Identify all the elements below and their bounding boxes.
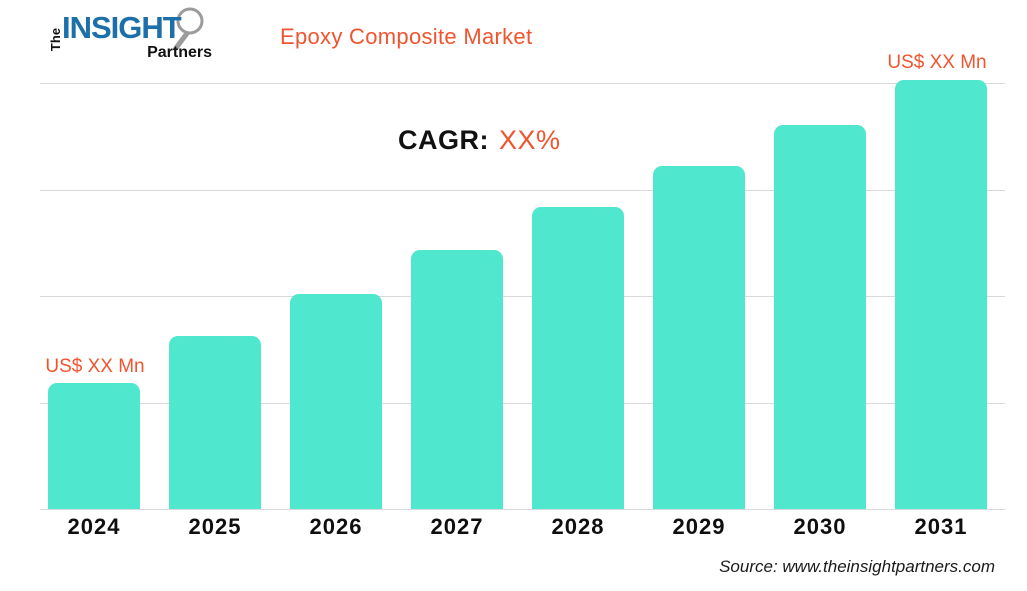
x-axis-label-2026: 2026	[309, 514, 363, 539]
bar-column-2029: 2029	[653, 80, 745, 539]
first-bar-value-label: US$ XX Mn	[45, 356, 145, 377]
bar-2028	[532, 207, 624, 509]
page-title: Epoxy Composite Market	[280, 24, 533, 49]
bar-column-2030: 2030	[774, 80, 866, 539]
bar-column-2027: 2027	[411, 80, 503, 539]
gridline	[40, 509, 1005, 510]
last-bar-value-label: US$ XX Mn	[887, 52, 987, 73]
logo-insight-text: INSIGHT	[62, 10, 182, 45]
cagr-value: XX%	[499, 125, 561, 155]
bar-2030	[774, 125, 866, 509]
logo-partners-text: Partners	[147, 44, 212, 61]
x-axis-label-2025: 2025	[188, 514, 242, 539]
bar-column-2024: 2024	[48, 80, 140, 539]
logo-the-text: The	[48, 27, 64, 52]
gridline	[40, 296, 1005, 297]
bar-column-2026: 2026	[290, 80, 382, 539]
bar-2025	[169, 336, 261, 509]
cagr-label: CAGR:	[398, 125, 489, 155]
gridline	[40, 83, 1005, 84]
bar-2031	[895, 80, 987, 509]
bar-column-2028: 2028	[532, 80, 624, 539]
x-axis-label-2027: 2027	[430, 514, 484, 539]
magnifier-icon	[173, 7, 204, 51]
bar-2027	[411, 250, 503, 509]
bar-2026	[290, 294, 382, 509]
insight-partners-logo: The INSIGHT Partners	[26, 4, 212, 74]
source-attribution: Source: www.theinsightpartners.com	[719, 557, 995, 576]
bar-2024	[48, 383, 140, 509]
cagr-annotation: CAGR: XX%	[398, 125, 561, 156]
gridline	[40, 402, 1005, 404]
x-axis-label-2024: 2024	[67, 514, 121, 539]
bar-column-2031: 2031	[895, 80, 987, 539]
bar-chart: 2024 2025 2026 2027 2028 2029 2030 2031	[48, 80, 987, 539]
x-axis-label-2029: 2029	[672, 514, 726, 539]
x-axis-label-2030: 2030	[793, 514, 847, 539]
x-axis-label-2031: 2031	[914, 514, 968, 539]
gridline	[40, 189, 1005, 191]
bar-2029	[653, 166, 745, 509]
bar-column-2025: 2025	[169, 80, 261, 539]
x-axis-label-2028: 2028	[551, 514, 605, 539]
